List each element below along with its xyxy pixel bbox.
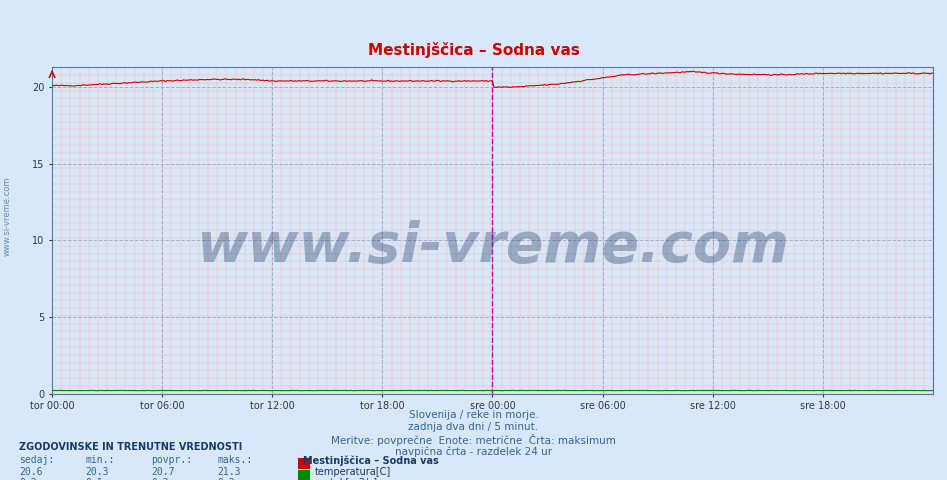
Text: Meritve: povprečne  Enote: metrične  Črta: maksimum: Meritve: povprečne Enote: metrične Črta:… <box>331 434 616 446</box>
Text: temperatura[C]: temperatura[C] <box>314 467 391 477</box>
Text: Mestinjščica – Sodna vas: Mestinjščica – Sodna vas <box>367 42 580 58</box>
Text: maks.:: maks.: <box>218 455 253 465</box>
Text: 0.2: 0.2 <box>152 478 170 480</box>
Text: Mestinjščica – Sodna vas: Mestinjščica – Sodna vas <box>303 455 438 466</box>
Text: www.si-vreme.com: www.si-vreme.com <box>196 220 789 274</box>
Text: sedaj:: sedaj: <box>19 455 54 465</box>
Text: min.:: min.: <box>85 455 115 465</box>
Text: 0.2: 0.2 <box>19 478 37 480</box>
Text: pretok[m3/s]: pretok[m3/s] <box>314 478 378 480</box>
Text: 20.6: 20.6 <box>19 467 43 477</box>
Text: zadnja dva dni / 5 minut.: zadnja dva dni / 5 minut. <box>408 422 539 432</box>
Text: 0.2: 0.2 <box>218 478 236 480</box>
Text: www.si-vreme.com: www.si-vreme.com <box>3 176 12 256</box>
Text: 20.7: 20.7 <box>152 467 175 477</box>
Text: ZGODOVINSKE IN TRENUTNE VREDNOSTI: ZGODOVINSKE IN TRENUTNE VREDNOSTI <box>19 442 242 452</box>
Text: 21.3: 21.3 <box>218 467 241 477</box>
Text: navpična črta - razdelek 24 ur: navpična črta - razdelek 24 ur <box>395 446 552 457</box>
Text: Slovenija / reke in morje.: Slovenija / reke in morje. <box>408 410 539 420</box>
Text: 0.1: 0.1 <box>85 478 103 480</box>
Text: 20.3: 20.3 <box>85 467 109 477</box>
Text: povpr.:: povpr.: <box>152 455 192 465</box>
